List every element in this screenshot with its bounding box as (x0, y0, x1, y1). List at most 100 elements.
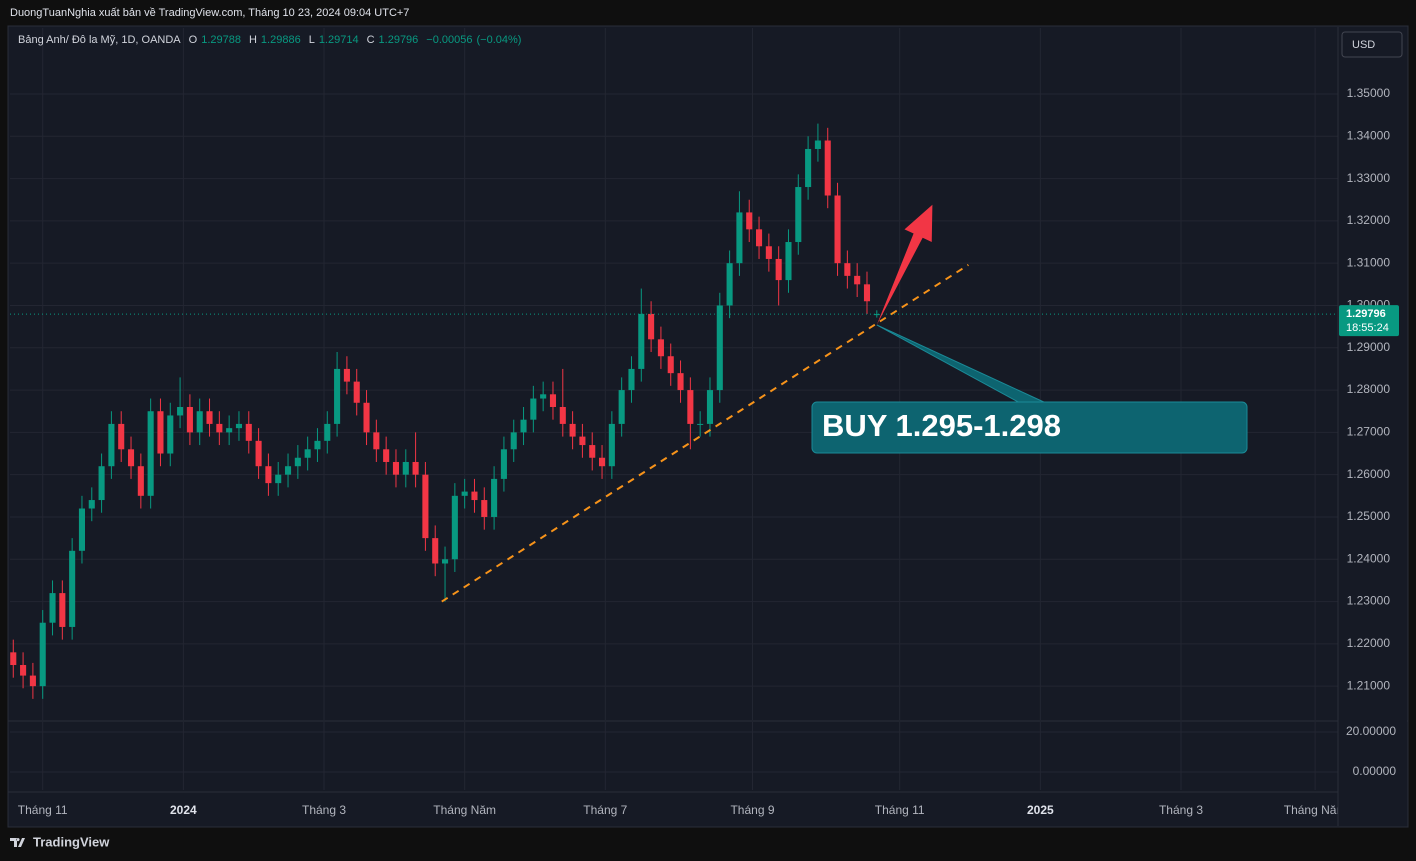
candle-body (88, 500, 95, 509)
y-tick-label: 1.35000 (1347, 86, 1391, 100)
y-tick-label: 1.25000 (1347, 509, 1391, 523)
countdown: 18:55:24 (1346, 322, 1389, 334)
candle-body (226, 428, 233, 433)
candle-body (491, 478, 498, 517)
candle-body (245, 423, 252, 441)
candle-body (363, 402, 370, 433)
candle-body (510, 432, 517, 450)
candle-body (10, 652, 17, 666)
candle-body (284, 466, 292, 475)
candle-body (648, 313, 655, 340)
x-tick-label: Tháng 11 (875, 803, 925, 817)
change-percent: (−0.04%) (476, 34, 522, 46)
arrow (876, 204, 933, 325)
x-tick-label: Tháng 3 (1159, 803, 1203, 817)
candle-body (78, 508, 86, 551)
candle-body (196, 411, 203, 433)
y-tick-label: 1.22000 (1347, 636, 1391, 650)
candle-body (726, 263, 733, 306)
candle-body (608, 423, 615, 467)
candle-body (98, 466, 105, 501)
candle-body (265, 466, 272, 484)
candle-body (481, 500, 488, 517)
x-tick-label: Tháng Năm (1284, 803, 1347, 817)
brand-icon (10, 838, 25, 847)
candle-body (177, 406, 184, 416)
x-tick-label: Tháng 7 (583, 803, 627, 817)
candle-body (814, 140, 821, 149)
y-tick-label: 1.28000 (1347, 382, 1391, 396)
candle-body (147, 411, 154, 496)
ohlc-value: 1.29714 (318, 34, 359, 46)
candle-body (687, 390, 694, 424)
currency-button (1341, 31, 1403, 58)
candle-body (579, 436, 586, 446)
candle-body (216, 423, 223, 433)
candle-body (569, 423, 576, 437)
candle-body (69, 550, 76, 627)
candle-body (697, 423, 704, 425)
candle-body (559, 406, 566, 424)
candle-body (677, 373, 684, 391)
candle-body (746, 212, 753, 230)
candle-body (186, 406, 193, 433)
candle-body (834, 195, 841, 264)
candle-body (589, 445, 596, 458)
candle-body (736, 212, 743, 264)
x-tick-label: Tháng 3 (302, 803, 346, 817)
legend: Bảng Anh/ Đô la Mỹ, 1D, OANDA O 1.29788 H… (18, 34, 521, 46)
candle-body (598, 457, 606, 467)
candle-body (324, 423, 331, 441)
candle-body (392, 461, 400, 475)
currency-label[interactable]: USD (1352, 39, 1375, 51)
x-tick-label: Tháng 11 (18, 803, 68, 817)
candle-body (824, 140, 831, 196)
candle-body (667, 356, 674, 374)
candle-body (275, 474, 282, 484)
y-tick-label: 1.33000 (1347, 171, 1391, 185)
candle-body (118, 423, 125, 450)
x-tick-label: 2025 (1027, 803, 1054, 817)
candle-body (373, 432, 380, 450)
candle-body (157, 411, 164, 454)
candle-body (471, 491, 478, 501)
x-tick-label: Tháng Năm (433, 803, 496, 817)
candle-body (255, 440, 262, 467)
price-axis (1338, 27, 1407, 826)
ohlc-value: 1.29796 (378, 34, 419, 46)
candle-body (20, 665, 27, 676)
candle-body (383, 449, 390, 462)
candle-body (353, 381, 360, 403)
candle-body (638, 313, 645, 369)
candle-body (334, 368, 341, 424)
ohlc-value: 1.29886 (260, 34, 301, 46)
change: −0.00056 (426, 34, 473, 46)
trendline (441, 264, 969, 603)
candle-body (206, 411, 213, 424)
candle-body (59, 593, 66, 627)
price-tag (1339, 305, 1399, 337)
x-tick-label: Tháng 9 (730, 803, 774, 817)
candle-body (854, 275, 861, 285)
candle-body (795, 187, 802, 243)
candle-body (314, 440, 321, 450)
candle-body (706, 390, 714, 424)
y-tick-label: 1.26000 (1347, 467, 1391, 481)
y-tick-label: 1.32000 (1347, 213, 1391, 227)
symbol-title: Bảng Anh/ Đô la Mỹ, 1D, OANDA (18, 34, 181, 46)
y-tick-label: 0.00000 (1353, 764, 1397, 778)
candle-body (530, 398, 537, 420)
candle-body (167, 415, 174, 454)
y-tick-label: 1.23000 (1347, 594, 1391, 608)
candle-body (441, 559, 449, 564)
y-tick-label: 1.34000 (1347, 128, 1391, 142)
candle-body (304, 449, 311, 458)
price-tag-value: 1.29796 (1346, 308, 1386, 320)
candle-body (618, 390, 625, 424)
x-tick-label: 2024 (170, 803, 197, 817)
ohlc-label: L (308, 34, 315, 46)
candle-body (451, 495, 458, 560)
y-tick-label: 1.29000 (1347, 340, 1391, 354)
candle-body (343, 368, 350, 382)
